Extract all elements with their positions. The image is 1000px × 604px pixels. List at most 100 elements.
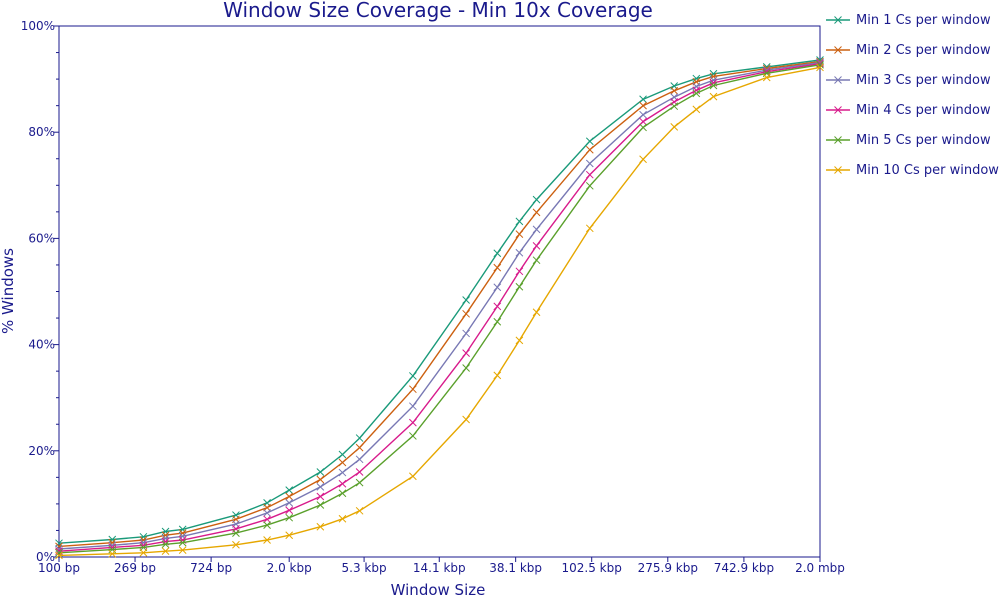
x-tick-label: 742.9 kbp <box>714 561 774 575</box>
series-line <box>58 59 821 544</box>
x-tick-label: 38.1 kbp <box>489 561 542 575</box>
series-4 <box>55 59 824 556</box>
data-point <box>639 95 647 104</box>
y-axis-label: % Windows <box>0 248 17 334</box>
data-point <box>285 486 294 494</box>
data-point <box>178 532 187 541</box>
legend-item: Min 10 Cs per window <box>826 163 999 178</box>
data-point <box>762 73 771 82</box>
legend-item: Min 1 Cs per window <box>826 13 991 28</box>
data-point <box>515 267 524 276</box>
data-point <box>709 72 718 81</box>
data-point <box>585 224 594 233</box>
chart-title: Window Size Coverage - Min 10x Coverage <box>223 0 653 22</box>
plot-area-frame <box>58 25 821 558</box>
series-6 <box>55 63 824 560</box>
data-point <box>670 123 679 131</box>
legend-item: Min 2 Cs per window <box>826 43 991 58</box>
data-point <box>515 230 524 239</box>
data-point <box>585 170 594 179</box>
data-point <box>409 432 417 440</box>
data-point <box>338 458 347 467</box>
data-point <box>355 468 364 476</box>
data-point <box>532 308 541 317</box>
data-point <box>639 110 647 119</box>
data-point <box>161 547 170 556</box>
data-point <box>285 492 294 501</box>
data-point <box>178 538 187 547</box>
series-2 <box>55 57 824 551</box>
data-point <box>316 483 325 491</box>
series-1 <box>55 56 824 548</box>
data-point <box>409 385 417 394</box>
y-tick-label: 100% <box>21 19 55 33</box>
x-tick-label: 2.0 mbp <box>795 561 845 575</box>
data-point <box>532 241 541 250</box>
data-point <box>493 317 502 326</box>
data-point <box>161 540 170 549</box>
data-point <box>532 195 541 204</box>
data-point <box>493 302 502 311</box>
data-point <box>515 217 524 226</box>
legend-item: Min 3 Cs per window <box>826 73 991 88</box>
data-point <box>409 402 417 411</box>
data-point <box>639 117 647 126</box>
legend: Min 1 Cs per window Min 2 Cs per window Mi… <box>826 13 999 178</box>
data-point <box>316 522 325 531</box>
data-point <box>692 105 701 114</box>
data-point <box>139 548 148 557</box>
x-tick-label: 102.5 kbp <box>562 561 622 575</box>
x-tick-label: 2.0 kbp <box>267 561 312 575</box>
data-point <box>263 521 271 529</box>
data-point <box>816 63 824 72</box>
y-tick-label: 20% <box>28 444 55 458</box>
data-point <box>493 263 502 272</box>
data-point <box>338 479 347 488</box>
series-line <box>58 63 821 552</box>
data-point <box>532 225 541 234</box>
data-point <box>178 525 187 534</box>
data-point <box>338 468 347 477</box>
data-point <box>108 549 117 558</box>
data-point <box>285 506 294 515</box>
data-point <box>692 89 701 98</box>
data-point <box>355 478 364 487</box>
data-point <box>232 529 240 537</box>
legend-swatch-marker <box>834 46 842 54</box>
series-line <box>58 64 821 554</box>
data-point <box>462 349 470 357</box>
series-line <box>58 66 821 557</box>
data-point <box>285 531 294 540</box>
data-point <box>585 137 594 146</box>
data-point <box>532 208 541 217</box>
data-point <box>316 475 325 484</box>
series-line <box>58 61 821 550</box>
legend-swatch-marker <box>834 16 842 24</box>
y-tick-label: 40% <box>28 338 55 352</box>
data-point <box>670 86 679 95</box>
x-tick-label: 14.1 kbp <box>413 561 466 575</box>
y-tick-label: 80% <box>28 125 55 139</box>
data-point <box>493 249 502 258</box>
data-point <box>515 248 524 257</box>
data-point <box>409 472 417 481</box>
data-point <box>338 489 347 498</box>
data-point <box>515 282 524 291</box>
data-point <box>409 372 417 380</box>
series-line <box>58 60 821 548</box>
data-point <box>462 364 470 372</box>
data-point <box>462 415 470 424</box>
data-point <box>462 329 470 338</box>
x-axis-label: Window Size <box>391 581 486 599</box>
x-tick-label: 724 bp <box>190 561 232 575</box>
data-point <box>409 418 417 427</box>
legend-swatch-marker <box>834 106 842 114</box>
data-point <box>178 546 187 554</box>
data-point <box>316 501 325 509</box>
x-tick-label: 275.9 kbp <box>638 561 698 575</box>
series-layer <box>55 56 824 560</box>
data-point <box>670 102 679 111</box>
data-point <box>55 551 63 560</box>
data-point <box>709 92 718 101</box>
